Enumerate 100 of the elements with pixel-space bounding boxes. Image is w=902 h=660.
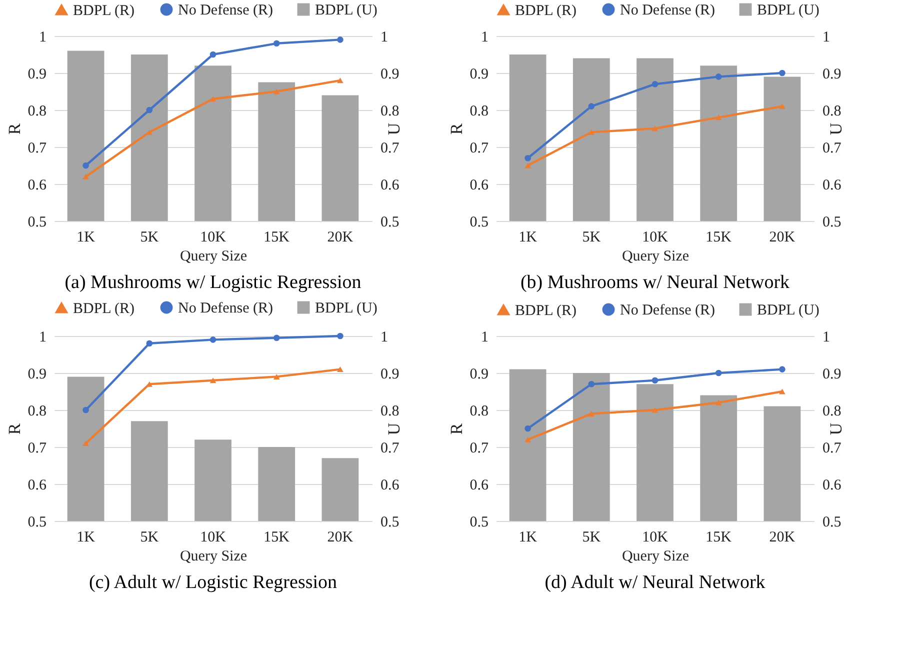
y-tick-label: 0.6 <box>470 478 489 494</box>
y-tick-label: 1 <box>39 30 46 46</box>
point <box>210 378 216 384</box>
y-tick-label: 0.8 <box>28 404 46 420</box>
x-axis-title: Query Size <box>622 248 690 264</box>
text: (a) Mushrooms w/ Logistic Regression <box>64 272 362 293</box>
x-tick-label: 15K <box>706 530 732 546</box>
text: (b) Mushrooms w/ Neural Network <box>520 272 790 293</box>
point <box>588 103 595 110</box>
y2-tick-label: 0.8 <box>380 104 400 120</box>
y-tick-label: 0.5 <box>470 214 488 230</box>
point <box>273 334 280 342</box>
y2-tick-label: 0.8 <box>822 104 842 120</box>
y-tick-label: 1 <box>481 330 488 346</box>
point <box>715 370 722 376</box>
point <box>588 410 595 416</box>
y2-tick-label: 0.8 <box>822 404 842 420</box>
y-tick-label: 1 <box>39 330 46 346</box>
y-tick-label: 0.6 <box>28 478 47 494</box>
x-tick-label: 10K <box>200 530 226 546</box>
y-tick-label: 0.9 <box>470 66 488 82</box>
point <box>146 340 153 347</box>
point <box>337 332 344 340</box>
y2-tick-label: 0.6 <box>822 478 842 494</box>
legend-label: BDPL (U) <box>315 2 378 19</box>
y2-tick-label: 0.5 <box>822 214 842 230</box>
y2-tick-label: 0.5 <box>822 514 842 530</box>
legend-label: No Defense (R) <box>620 2 715 19</box>
y-tick-label: 0.7 <box>470 440 489 456</box>
y2-tick-label: 0.9 <box>380 66 400 82</box>
legend-label: BDPL (U) <box>757 302 820 319</box>
point <box>273 40 280 47</box>
point <box>715 114 722 120</box>
y-tick-label: 0.5 <box>28 514 46 530</box>
point <box>715 400 722 406</box>
legend-label: BDPL (R) <box>515 2 577 19</box>
y-tick-label: 0.7 <box>470 140 489 156</box>
point <box>210 96 216 102</box>
y2-tick-label: 0.7 <box>380 140 400 156</box>
y-tick-label: 0.6 <box>28 178 47 194</box>
y-tick-label: 0.5 <box>470 514 488 530</box>
y-tick-label: 1 <box>481 30 488 46</box>
point <box>588 380 595 388</box>
x-tick-label: 20K <box>769 230 796 246</box>
point <box>337 366 344 372</box>
y2-tick-label: 0.8 <box>380 404 400 420</box>
x-tick-label: 15K <box>706 230 732 246</box>
x-axis-title: Query Size <box>622 548 690 564</box>
point <box>146 106 153 114</box>
y2-tick-label: 0.7 <box>380 440 400 456</box>
x-tick-label: 10K <box>642 530 668 546</box>
x-tick-label: 15K <box>264 230 290 246</box>
point <box>779 104 786 110</box>
legend-label: No Defense (R) <box>178 300 273 317</box>
x-tick-label: 20K <box>327 230 354 246</box>
y2-tick-label: 0.6 <box>822 178 842 194</box>
point <box>273 374 280 380</box>
point <box>715 74 722 80</box>
y-tick-label: 0.9 <box>28 366 46 382</box>
x-tick-label: 5K <box>140 230 159 246</box>
y2-axis-title: U <box>826 122 846 136</box>
x-tick-label: 15K <box>264 530 290 546</box>
y-axis-title: R <box>4 422 24 435</box>
y2-tick-label: 0.6 <box>380 478 400 494</box>
legend-label: BDPL (U) <box>757 2 820 19</box>
y2-tick-label: 1 <box>822 30 830 46</box>
y2-axis-title: U <box>384 122 404 136</box>
y2-tick-label: 0.9 <box>822 66 842 82</box>
point <box>588 129 595 135</box>
y2-tick-label: 0.5 <box>380 514 400 530</box>
y-tick-label: 0.8 <box>470 404 488 420</box>
x-tick-label: 5K <box>582 530 601 546</box>
point <box>652 377 658 384</box>
point <box>524 436 531 442</box>
point <box>524 425 531 432</box>
y2-tick-label: 0.9 <box>822 366 842 382</box>
y-tick-label: 0.8 <box>28 104 46 120</box>
legend-label: BDPL (R) <box>73 2 135 19</box>
y2-tick-label: 1 <box>380 30 388 46</box>
point <box>652 126 658 132</box>
x-tick-label: 1K <box>518 230 538 246</box>
x-tick-label: 10K <box>642 230 668 246</box>
point <box>210 336 216 343</box>
x-tick-label: 20K <box>327 530 354 546</box>
point <box>337 36 344 43</box>
point <box>82 162 89 169</box>
point <box>210 51 216 58</box>
legend-label: BDPL (U) <box>315 300 378 317</box>
x-tick-label: 10K <box>200 230 226 246</box>
x-axis-title: Query Size <box>180 248 248 264</box>
y2-axis-title: U <box>826 422 846 436</box>
y-tick-label: 0.9 <box>470 366 488 382</box>
y-tick-label: 0.5 <box>28 214 46 230</box>
point <box>524 154 531 162</box>
point <box>779 70 786 76</box>
y-tick-label: 0.7 <box>28 140 47 156</box>
point <box>82 440 89 446</box>
y-axis-title: R <box>446 122 466 135</box>
y2-tick-label: 0.7 <box>822 440 842 456</box>
point <box>779 366 786 372</box>
